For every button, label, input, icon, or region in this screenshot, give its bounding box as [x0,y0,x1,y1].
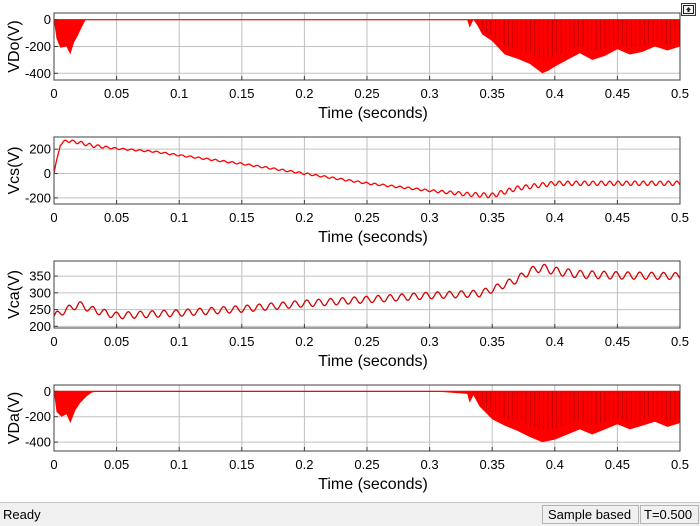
trace-spikes-series-1 [473,391,680,430]
x-tick-label: 0.5 [671,210,689,225]
x-tick-label: 0.2 [295,334,313,349]
x-axis-label: Time (seconds) [318,353,428,370]
x-tick-label: 0.15 [229,334,254,349]
x-tick-label: 0.3 [421,334,439,349]
x-tick-label: 0.45 [605,457,630,472]
x-tick-label: 0.4 [546,86,564,101]
x-tick-label: 0.15 [229,86,254,101]
x-tick-label: 0.35 [480,210,505,225]
scope-panel-2: 0 0.05 0.1 0.15 0.2 0.25 0.3 0.35 0.4 0.45 0.5 200 0… [6,136,689,246]
x-tick-label: 0.35 [480,86,505,101]
x-tick-label: 0.1 [170,334,188,349]
y-axis-label: VDo(V) [6,20,23,72]
x-tick-label: 0.5 [671,86,689,101]
x-tick-label: 0.3 [421,457,439,472]
y-tick-label: 200 [29,142,51,157]
x-tick-label: 0.2 [295,86,313,101]
x-axis-label: Time (seconds) [318,476,428,493]
sample-mode-indicator: Sample based [542,505,639,524]
y-axis-label: Vca(V) [6,270,23,319]
y-axis-label: Vcs(V) [6,147,23,195]
simulation-time-indicator: T=0.500 [640,505,699,524]
y-tick-label: 250 [29,302,51,317]
x-tick-label: 0.25 [354,210,379,225]
x-tick-label: 0.4 [546,334,564,349]
x-tick-label: 0.1 [170,210,188,225]
y-tick-label: -400 [25,435,51,450]
trace-line-series-1 [54,139,680,199]
trace-envelope-series-1 [54,391,680,443]
y-tick-label: 300 [29,285,51,300]
y-tick-label: 0 [44,166,51,181]
x-tick-label: 0 [50,210,57,225]
x-tick-label: 0.45 [605,210,630,225]
x-tick-label: 0.2 [295,210,313,225]
x-tick-label: 0.05 [104,86,129,101]
scope-plots: 0 0.05 0.1 0.15 0.2 0.25 0.3 0.35 0.4 0.45 0.5 0 -20… [6,12,689,493]
x-tick-label: 0 [50,457,57,472]
y-tick-label: 200 [29,319,51,334]
status-bar: Ready Sample based T=0.500 [0,502,700,526]
x-axis-label: Time (seconds) [318,105,428,122]
y-tick-label: -200 [25,39,51,54]
x-tick-label: 0.2 [295,457,313,472]
y-tick-label: 0 [44,384,51,399]
trace-line-series-1 [54,263,680,320]
y-tick-label: -200 [25,409,51,424]
x-tick-label: 0 [50,334,57,349]
x-tick-label: 0.35 [480,334,505,349]
undock-arrow-icon [683,5,694,14]
x-tick-label: 0.25 [354,86,379,101]
x-tick-label: 0.3 [421,210,439,225]
y-tick-label: 350 [29,269,51,284]
x-tick-label: 0.05 [104,210,129,225]
x-tick-label: 0.5 [671,334,689,349]
undock-button[interactable] [681,3,696,16]
x-tick-label: 0.25 [354,334,379,349]
y-axis-label: VDa(V) [6,392,23,444]
x-tick-label: 0.25 [354,457,379,472]
x-tick-label: 0.4 [546,457,564,472]
scope-panel-4: 0 0.05 0.1 0.15 0.2 0.25 0.3 0.35 0.4 0.45 0.5 0 -20… [6,384,689,493]
scope-panel-1: 0 0.05 0.1 0.15 0.2 0.25 0.3 0.35 0.4 0.45 0.5 0 -20… [6,12,689,122]
x-tick-label: 0.35 [480,457,505,472]
x-tick-label: 0.05 [104,457,129,472]
x-tick-label: 0.45 [605,86,630,101]
status-ready-text: Ready [3,507,41,522]
y-tick-label: -400 [25,66,51,81]
x-tick-label: 0.3 [421,86,439,101]
y-tick-label: 0 [44,12,51,27]
x-tick-label: 0.1 [170,86,188,101]
x-tick-label: 0.05 [104,334,129,349]
trace-spikes-series-1 [477,19,680,61]
x-tick-label: 0.15 [229,210,254,225]
scope-panel-3: 0 0.05 0.1 0.15 0.2 0.25 0.3 0.35 0.4 0.45 0.5 3503… [6,260,689,370]
x-tick-label: 0.5 [671,457,689,472]
x-axis-label: Time (seconds) [318,229,428,246]
y-tick-label: -200 [25,190,51,205]
x-tick-label: 0.4 [546,210,564,225]
x-tick-label: 0 [50,86,57,101]
x-tick-label: 0.15 [229,457,254,472]
trace-envelope-series-1 [54,19,680,74]
x-tick-label: 0.1 [170,457,188,472]
x-tick-label: 0.45 [605,334,630,349]
